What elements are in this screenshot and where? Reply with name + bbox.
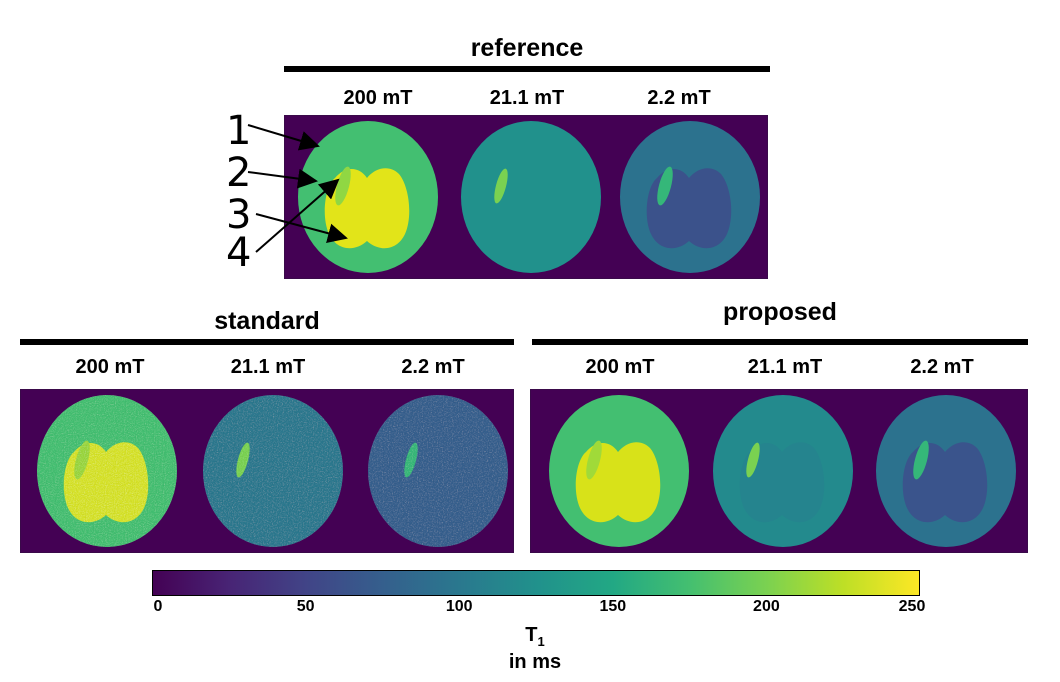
- colorbar-gradient: [152, 570, 920, 596]
- colorbar: [152, 570, 920, 596]
- proposed-21-phantom: [713, 395, 853, 547]
- reference-label-21: 21.1 mT: [489, 87, 565, 109]
- annotation-2: 2: [226, 150, 252, 196]
- proposed-bar: [532, 339, 1028, 345]
- proposed-200-phantom: [549, 395, 689, 547]
- standard-panel: [20, 389, 514, 553]
- annotation-4: 4: [226, 230, 252, 276]
- standard-title: standard: [214, 307, 320, 335]
- proposed-2-phantom: [876, 395, 1016, 547]
- colorbar-tick-0: 0: [153, 598, 163, 615]
- reference-21-phantom: [461, 121, 601, 273]
- colorbar-label: T1 in ms: [490, 623, 580, 675]
- proposed-title: proposed: [723, 298, 837, 326]
- annotation-3: 3: [226, 192, 252, 238]
- standard-images: [37, 395, 508, 547]
- standard-label-200: 200 mT: [75, 356, 145, 378]
- colorbar-tick-3: 150: [599, 598, 627, 615]
- reference-2-phantom: [620, 121, 760, 273]
- colorbar-tick-1: 50: [296, 598, 315, 615]
- colorbar-tick-4: 200: [753, 598, 780, 615]
- colorbar-tick-2: 100: [445, 598, 473, 615]
- reference-bar: [284, 66, 770, 72]
- proposed-label-2: 2.2 mT: [910, 356, 974, 378]
- reference-title: reference: [470, 34, 584, 62]
- proposed-images: [549, 395, 1016, 547]
- standard-label-2: 2.2 mT: [401, 356, 465, 378]
- reference-200-phantom: [298, 121, 438, 273]
- colorbar-label-sub: 1: [537, 634, 545, 649]
- proposed-label-21: 21.1 mT: [747, 356, 823, 378]
- reference-label-2: 2.2 mT: [647, 87, 711, 109]
- annotation-1: 1: [226, 108, 252, 154]
- reference-images: [298, 121, 760, 273]
- standard-2-phantom: [368, 395, 508, 547]
- colorbar-units: in ms: [508, 651, 562, 674]
- proposed-panel: [530, 389, 1028, 553]
- standard-label-21: 21.1 mT: [230, 356, 306, 378]
- reference-label-200: 200 mT: [343, 87, 413, 109]
- reference-panel: [284, 115, 768, 279]
- colorbar-tick-5: 250: [898, 598, 926, 615]
- standard-200-phantom: [37, 395, 177, 547]
- proposed-label-200: 200 mT: [585, 356, 655, 378]
- standard-bar: [20, 339, 514, 345]
- standard-21-phantom: [203, 395, 343, 547]
- colorbar-label-main: T: [525, 624, 538, 646]
